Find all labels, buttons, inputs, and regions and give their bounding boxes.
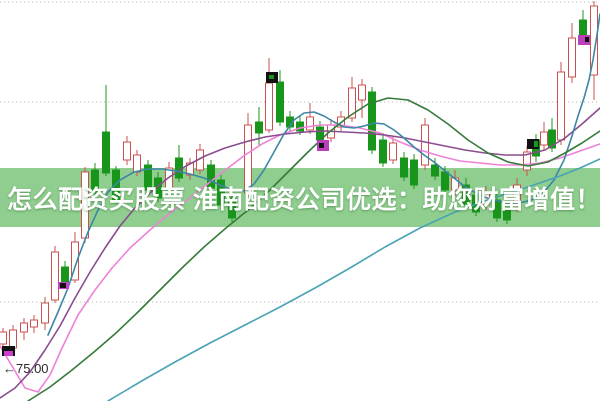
trade-marker — [527, 139, 539, 149]
candle-body — [102, 131, 110, 174]
candle-body — [296, 121, 304, 132]
trade-marker — [585, 37, 589, 42]
candle-body — [441, 171, 449, 191]
price-label: ←75.00 — [3, 361, 49, 376]
candle-body — [389, 142, 397, 161]
candle-body — [503, 204, 511, 221]
candle-body — [30, 319, 38, 328]
ma-purple-line — [0, 107, 600, 399]
candle-body — [9, 329, 17, 349]
candle-body — [51, 251, 59, 301]
candle-body — [579, 19, 587, 36]
candle-body — [91, 169, 99, 193]
price-value: 75.00 — [16, 361, 49, 376]
candle-body — [400, 157, 408, 178]
trade-marker — [534, 141, 538, 147]
candle-body — [462, 184, 470, 206]
candle-body — [20, 322, 28, 333]
ma-pink-line — [0, 124, 600, 393]
ma-teal-fast-line — [47, 13, 600, 336]
candle-body — [61, 266, 69, 284]
ma-cyan-slow-line — [107, 158, 600, 401]
candle-body — [410, 159, 418, 186]
candle-body — [431, 164, 439, 177]
candle-body — [513, 184, 521, 207]
candle-body — [123, 141, 131, 161]
candle-body — [276, 81, 284, 123]
candle-body — [265, 82, 273, 131]
candle-body — [348, 87, 356, 119]
trade-marker — [4, 351, 13, 356]
candle-body — [244, 124, 252, 194]
trade-marker — [319, 143, 324, 148]
ma-dark-green-line — [27, 97, 600, 401]
candle-body — [568, 37, 576, 78]
left-arrow-icon: ← — [3, 361, 16, 376]
candle-body — [71, 241, 79, 281]
candle-body — [306, 116, 314, 131]
candle-body — [0, 331, 7, 345]
candle-body — [557, 71, 565, 141]
trade-marker — [60, 283, 66, 288]
candle-body — [548, 129, 556, 149]
trade-marker — [578, 35, 590, 45]
candle-body — [523, 151, 531, 171]
trade-marker — [269, 75, 274, 79]
candle-body — [540, 131, 548, 146]
candle-body — [590, 5, 598, 76]
candle-body — [228, 197, 236, 219]
candle-body — [368, 91, 376, 151]
candle-body — [41, 302, 49, 324]
candle-body — [255, 121, 263, 134]
candle-body — [144, 164, 152, 191]
candle-body — [217, 179, 225, 206]
overlay-banner-text: 怎么配资买股票 淮南配资公司优选：助您财富增值！ — [7, 185, 600, 214]
candle-body — [154, 177, 162, 199]
candle-body — [379, 139, 387, 164]
candle-body — [421, 124, 429, 166]
candle-body — [358, 84, 366, 101]
candle-body — [207, 164, 215, 189]
